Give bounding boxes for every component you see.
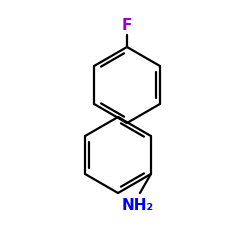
Text: NH₂: NH₂ [122,198,154,213]
Text: F: F [122,18,132,33]
